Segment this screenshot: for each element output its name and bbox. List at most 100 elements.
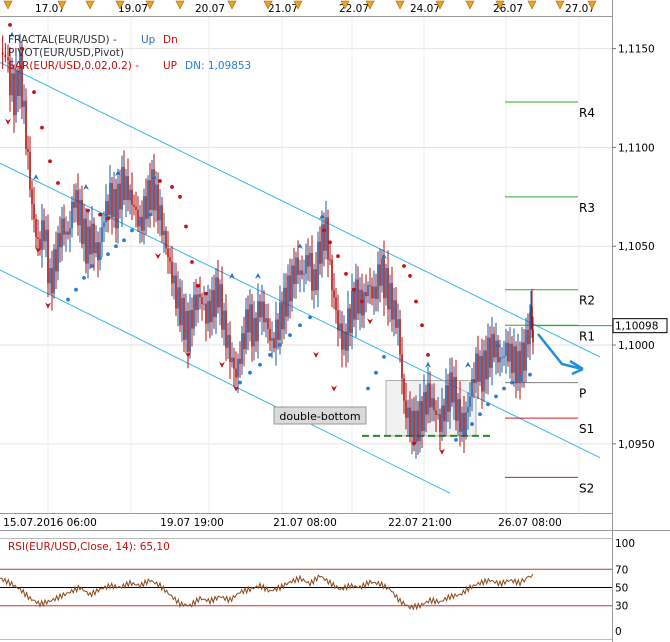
candle-body (393, 300, 395, 320)
candle-body (251, 304, 253, 347)
candle-body (421, 401, 423, 432)
candle-body (113, 189, 115, 218)
candle-body (301, 270, 303, 275)
candle-body (57, 232, 59, 272)
candle-body (389, 283, 391, 310)
candle-body (241, 333, 243, 364)
bottom-date-label: 19.07 19:00 (160, 517, 224, 529)
candle-body (215, 277, 217, 318)
candle-body (337, 310, 339, 331)
candle-body (167, 248, 169, 258)
candle-body (479, 355, 481, 382)
sar-dn-dot (336, 254, 340, 259)
sar-up-dot (258, 362, 262, 367)
annotation-label: double-bottom (279, 410, 360, 423)
candle-body (21, 51, 23, 108)
annotation-box (273, 406, 367, 425)
fractal-dn-icon (155, 253, 161, 260)
candle-body (213, 290, 215, 318)
candle-body (375, 286, 377, 299)
candle-body (439, 414, 441, 432)
candle-body (417, 410, 419, 442)
sar-up-dot (494, 394, 498, 399)
event-marker-icon (145, 0, 155, 10)
sar-up-dot (278, 343, 282, 347)
current-price-box (612, 318, 668, 334)
candle-body (19, 51, 21, 96)
candle-body (255, 318, 257, 342)
candle-body (531, 306, 533, 330)
forecast-arrow-head-icon (569, 359, 584, 376)
channel-lower-line (0, 269, 451, 494)
fractal-up-icon (229, 272, 235, 279)
event-marker-icon (555, 0, 565, 10)
candle-body (273, 338, 275, 349)
sar-dn-dot (184, 224, 188, 229)
candle-body (527, 329, 529, 345)
fractal-up-icon (319, 213, 325, 220)
candle-body (457, 399, 459, 421)
candle-body (29, 151, 31, 190)
candle-body (377, 264, 379, 299)
y-tick-label: 1,1000 (618, 340, 655, 352)
candle-body (51, 267, 53, 294)
candle-body (89, 226, 91, 255)
sar-up-dot (510, 380, 514, 385)
candle-body (423, 392, 425, 432)
candle-body (530, 306, 532, 313)
legend-sar-up: UP (163, 60, 177, 72)
bottom-date-label: 26.07 08:00 (498, 517, 562, 529)
candle-body (181, 297, 183, 326)
candle-body (37, 237, 39, 239)
candle-body (281, 302, 283, 330)
candle-body (317, 241, 319, 291)
sar-up-dot (308, 315, 312, 320)
candle-body (327, 217, 329, 260)
candle-body (159, 205, 161, 221)
fractal-up-icon (465, 361, 471, 368)
candle-body (263, 301, 265, 323)
sar-up-dot (122, 238, 126, 243)
candle-body (365, 291, 367, 297)
candle-body (65, 231, 67, 235)
candle-body (321, 224, 323, 264)
candle-body (435, 410, 437, 415)
candle-body (431, 398, 433, 408)
candle-body (237, 358, 239, 378)
candle-body (59, 232, 61, 248)
candle-body (25, 100, 27, 150)
forecast-arrow-line (537, 333, 583, 371)
sar-up-dot (138, 220, 142, 225)
candle-body (103, 222, 105, 228)
candle-body (517, 351, 519, 383)
fractal-dn-icon (5, 118, 11, 125)
candle-body (405, 400, 407, 418)
candle-body (131, 189, 133, 205)
candle-body (93, 223, 95, 254)
candle-body (411, 410, 413, 437)
candle-body (315, 269, 317, 291)
legend-sar-dn: DN: 1,09853 (185, 60, 251, 72)
candle-body (525, 329, 527, 371)
candle-body (477, 353, 479, 382)
fractal-dn-icon (219, 361, 225, 368)
bottom-date-label: 22.07 21:00 (388, 517, 452, 529)
sar-up-dot (486, 402, 490, 407)
candle-body (469, 396, 471, 407)
candle-body (385, 268, 387, 299)
candle-body (279, 302, 281, 340)
fractal-up-icon (83, 183, 89, 190)
candle-body (345, 331, 347, 351)
candle-body (285, 287, 287, 317)
top-date-label: 17.07 (35, 3, 65, 15)
candle-body (185, 311, 187, 340)
candle-body (83, 218, 85, 245)
candle-body (267, 318, 269, 329)
candle-body (137, 209, 139, 227)
y-tick-label: 1,0950 (618, 439, 655, 451)
candle-body (497, 340, 499, 363)
candle-body (445, 385, 447, 422)
channel-upper-line (0, 62, 601, 358)
candle-body (147, 180, 149, 219)
sar-dn-dot (86, 208, 90, 213)
